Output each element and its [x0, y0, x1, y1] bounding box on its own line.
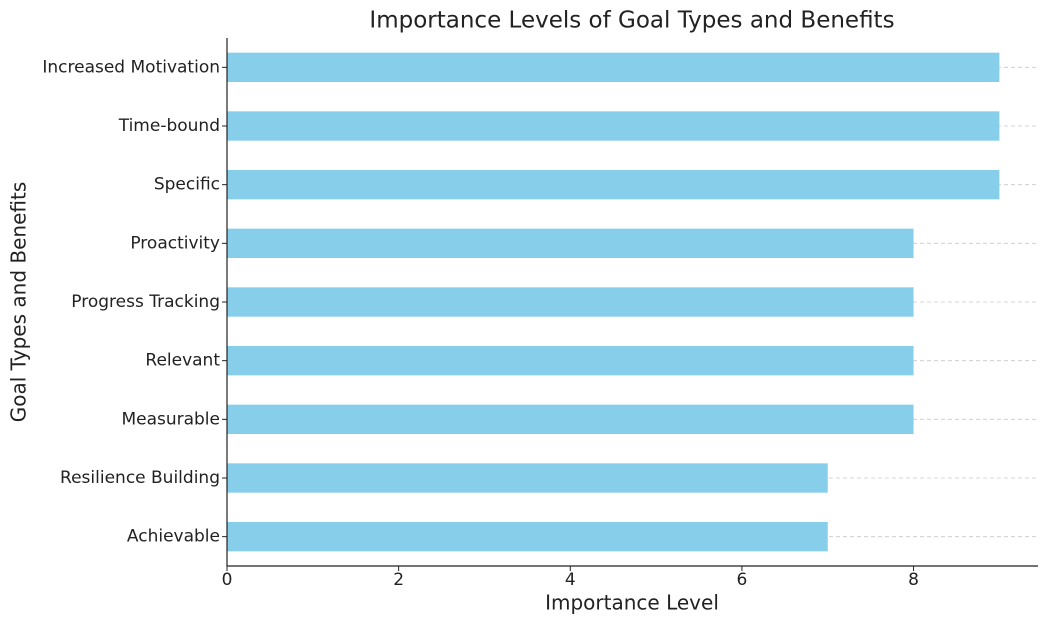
x-tick-label: 2: [393, 570, 404, 590]
bar: [227, 111, 1000, 141]
y-axis-label: Goal Types and Benefits: [7, 182, 31, 422]
y-tick-label: Specific: [154, 175, 220, 195]
x-axis-label: Importance Level: [545, 591, 719, 615]
y-tick-label: Resilience Building: [60, 468, 220, 488]
bar: [227, 346, 914, 376]
bar: [227, 170, 1000, 200]
chart-title: Importance Levels of Goal Types and Bene…: [369, 8, 894, 34]
bar: [227, 52, 1000, 82]
bar: [227, 522, 828, 552]
y-tick-label: Increased Motivation: [42, 57, 220, 77]
bar: [227, 287, 914, 317]
x-tick-label: 0: [222, 570, 233, 590]
x-tick-label: 6: [737, 570, 748, 590]
y-tick-label: Time-bound: [118, 116, 220, 136]
y-tick-label: Measurable: [121, 409, 220, 429]
bar: [227, 404, 914, 434]
y-tick-label: Achievable: [127, 527, 220, 547]
y-tick-label: Relevant: [145, 351, 220, 371]
y-tick-label: Proactivity: [130, 233, 220, 253]
x-tick-label: 4: [565, 570, 576, 590]
x-tick-label: 8: [908, 570, 919, 590]
y-tick-label: Progress Tracking: [71, 292, 220, 312]
bar: [227, 228, 914, 258]
bar: [227, 463, 828, 493]
